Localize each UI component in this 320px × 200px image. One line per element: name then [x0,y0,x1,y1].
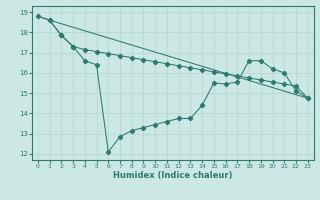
X-axis label: Humidex (Indice chaleur): Humidex (Indice chaleur) [113,171,233,180]
